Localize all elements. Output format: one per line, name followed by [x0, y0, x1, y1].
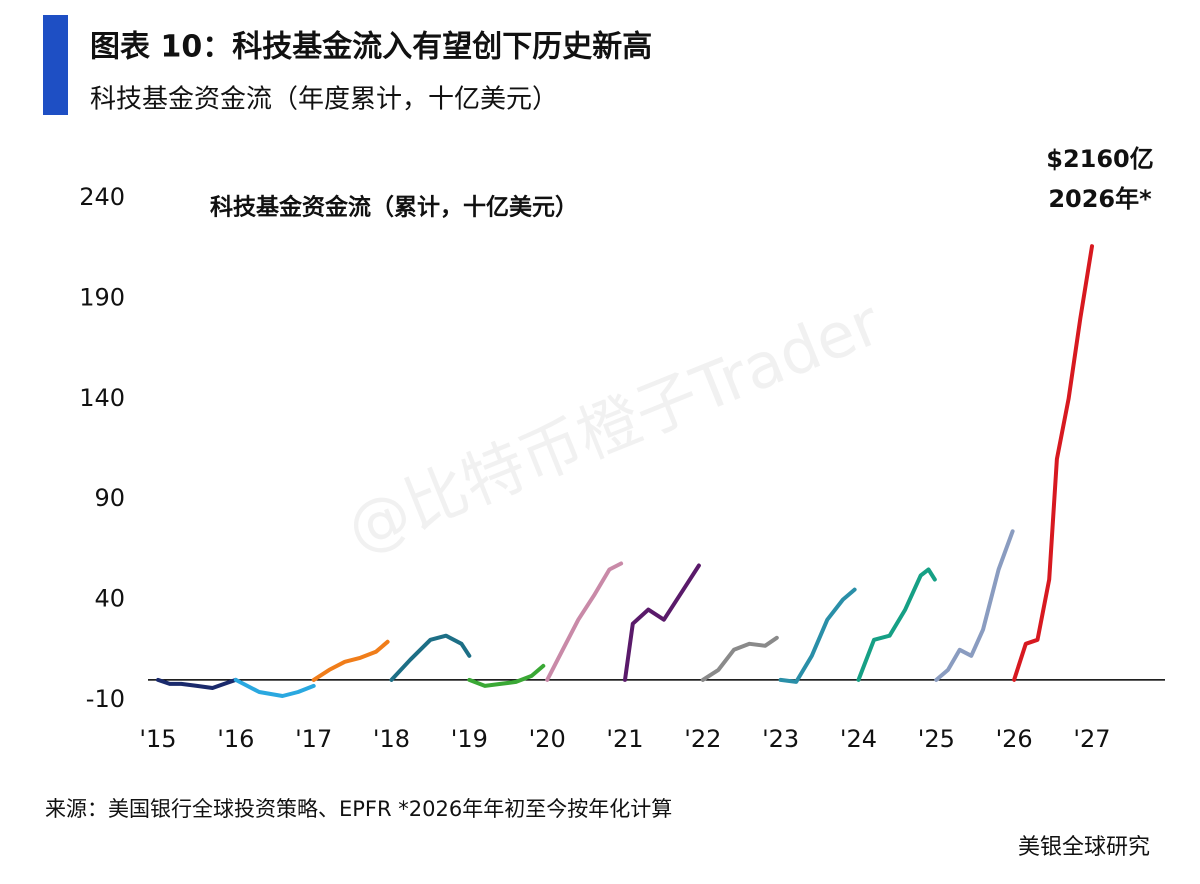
x-tick-label: '17 [295, 725, 332, 753]
annotation: 2026年* [1048, 185, 1152, 213]
x-tick-label: '24 [840, 725, 877, 753]
x-tick-label: '27 [1073, 725, 1110, 753]
y-tick-label: 240 [79, 183, 125, 211]
series-line [934, 529, 1015, 682]
x-tick-label: '23 [762, 725, 799, 753]
y-tick-label: 140 [79, 384, 125, 412]
accent-bar [43, 15, 68, 115]
x-tick-label: '20 [529, 725, 566, 753]
y-tick-label: 190 [79, 283, 125, 311]
brand: 美银全球研究 [1018, 835, 1150, 860]
series-line [778, 587, 857, 684]
series-line [156, 677, 238, 690]
series-line [467, 663, 546, 688]
series-line [623, 563, 701, 682]
series-line [389, 633, 472, 682]
series-line [233, 677, 316, 698]
subtitle: 科技基金资金流（年度累计，十亿美元） [90, 85, 558, 115]
y-tick-label: 40 [94, 585, 125, 613]
x-tick-label: '25 [918, 725, 955, 753]
annotation: $2160亿 [1046, 145, 1154, 173]
y-tick-label: -10 [86, 685, 125, 713]
x-tick-label: '15 [139, 725, 176, 753]
series-line [1012, 244, 1094, 682]
x-tick-label: '18 [373, 725, 410, 753]
x-tick-label: '22 [684, 725, 721, 753]
chart-title: 科技基金资金流（累计，十亿美元） [210, 194, 578, 221]
series-line [700, 635, 779, 682]
y-tick-label: 90 [94, 484, 125, 512]
x-tick-label: '19 [451, 725, 488, 753]
series-line [545, 561, 624, 682]
x-tick-label: '16 [217, 725, 254, 753]
source: 来源：美国银行全球投资策略、EPFR *2026年年初至今按年化计算 [45, 797, 672, 821]
series-line [856, 567, 937, 682]
plot: -10 40 90 140 190 240 '15 '16 '17 '18 '19 '20 '21 '22… [79, 183, 1165, 753]
watermark: @比特币橙子Trader [337, 286, 891, 566]
series-line [311, 639, 390, 682]
x-tick-label: '26 [996, 725, 1033, 753]
title: 图表 10：科技基金流入有望创下历史新高 [90, 30, 652, 65]
x-tick-label: '21 [606, 725, 643, 753]
